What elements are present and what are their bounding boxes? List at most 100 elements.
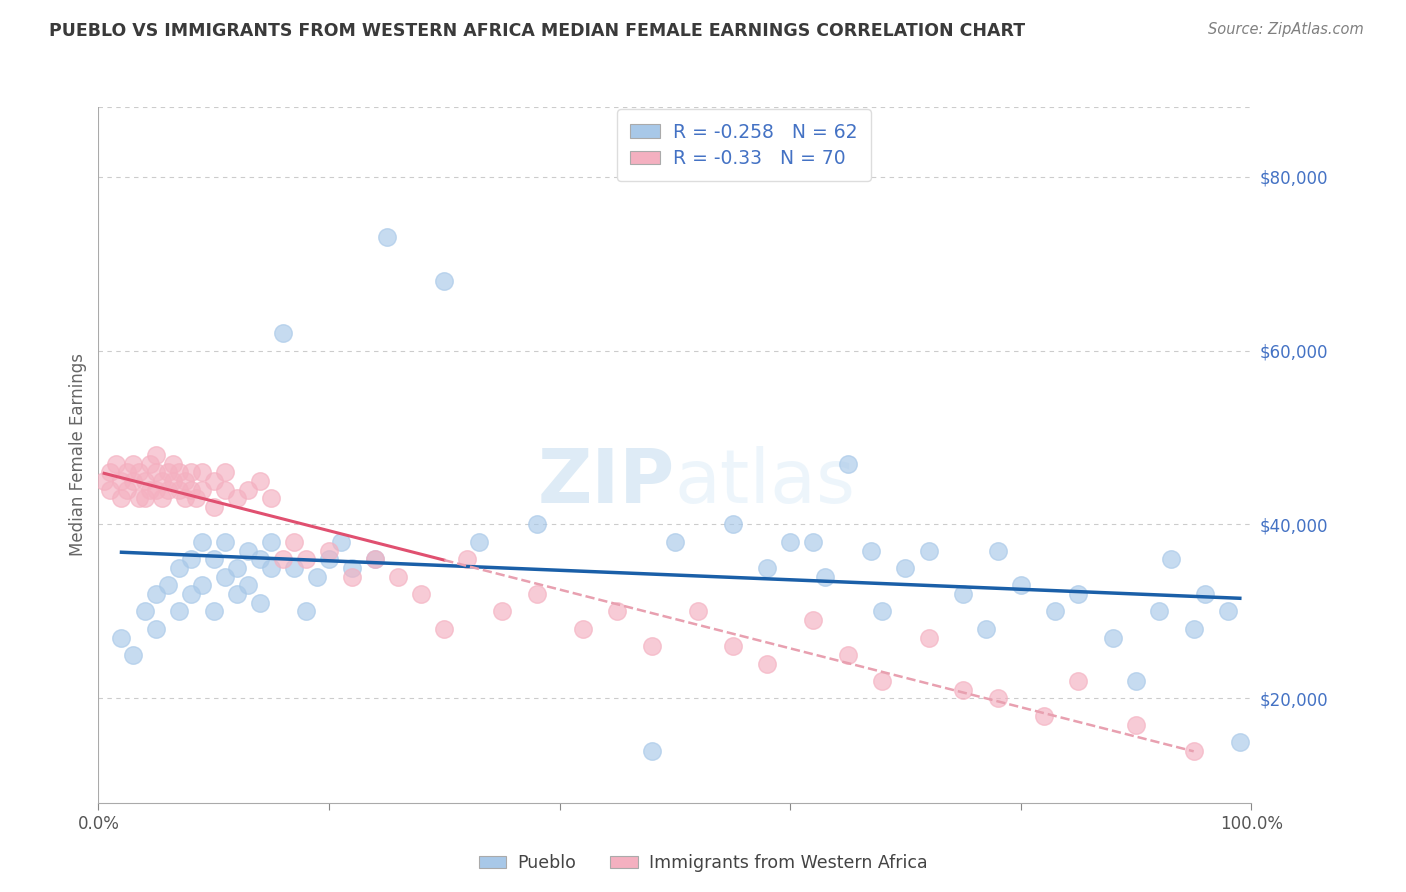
Point bbox=[167, 483, 190, 497]
Point bbox=[156, 483, 179, 497]
Point bbox=[145, 483, 167, 497]
Point bbox=[98, 466, 121, 480]
Point bbox=[156, 466, 179, 480]
Text: Source: ZipAtlas.com: Source: ZipAtlas.com bbox=[1208, 22, 1364, 37]
Point bbox=[837, 648, 859, 662]
Point bbox=[167, 466, 190, 480]
Point bbox=[364, 552, 387, 566]
Point bbox=[93, 474, 115, 488]
Point bbox=[526, 517, 548, 532]
Point bbox=[174, 491, 197, 506]
Point bbox=[1218, 605, 1240, 619]
Point bbox=[1067, 587, 1090, 601]
Text: PUEBLO VS IMMIGRANTS FROM WESTERN AFRICA MEDIAN FEMALE EARNINGS CORRELATION CHAR: PUEBLO VS IMMIGRANTS FROM WESTERN AFRICA… bbox=[49, 22, 1025, 40]
Point bbox=[249, 552, 271, 566]
Point bbox=[162, 457, 184, 471]
Point bbox=[128, 466, 150, 480]
Point bbox=[894, 561, 917, 575]
Point bbox=[974, 622, 997, 636]
Point bbox=[318, 552, 340, 566]
Legend: R = -0.258   N = 62, R = -0.33   N = 70: R = -0.258 N = 62, R = -0.33 N = 70 bbox=[617, 110, 870, 181]
Point bbox=[1182, 744, 1205, 758]
Point bbox=[167, 605, 190, 619]
Point bbox=[1125, 674, 1147, 689]
Point bbox=[872, 674, 894, 689]
Point bbox=[283, 561, 305, 575]
Point bbox=[249, 474, 271, 488]
Point bbox=[433, 274, 456, 288]
Point bbox=[174, 474, 197, 488]
Point bbox=[180, 587, 202, 601]
Point bbox=[134, 605, 156, 619]
Point bbox=[202, 605, 225, 619]
Point bbox=[1010, 578, 1032, 592]
Point bbox=[214, 466, 236, 480]
Point bbox=[779, 534, 801, 549]
Point bbox=[214, 534, 236, 549]
Point bbox=[134, 491, 156, 506]
Point bbox=[110, 491, 132, 506]
Point bbox=[721, 639, 744, 653]
Point bbox=[145, 448, 167, 462]
Point bbox=[641, 639, 664, 653]
Point bbox=[872, 605, 894, 619]
Point bbox=[987, 691, 1010, 706]
Point bbox=[283, 534, 305, 549]
Point bbox=[191, 483, 214, 497]
Point bbox=[191, 578, 214, 592]
Point bbox=[98, 483, 121, 497]
Point bbox=[307, 570, 329, 584]
Point bbox=[387, 570, 409, 584]
Point bbox=[295, 552, 318, 566]
Point bbox=[145, 466, 167, 480]
Point bbox=[238, 483, 260, 497]
Point bbox=[1160, 552, 1182, 566]
Point bbox=[214, 483, 236, 497]
Point bbox=[1067, 674, 1090, 689]
Point bbox=[271, 552, 294, 566]
Point bbox=[150, 474, 173, 488]
Point bbox=[859, 543, 882, 558]
Point bbox=[110, 474, 132, 488]
Point bbox=[952, 587, 974, 601]
Point bbox=[801, 613, 824, 627]
Point bbox=[145, 622, 167, 636]
Point bbox=[225, 561, 247, 575]
Point bbox=[117, 483, 139, 497]
Point bbox=[110, 631, 132, 645]
Point bbox=[606, 605, 628, 619]
Point bbox=[1229, 735, 1251, 749]
Point bbox=[238, 578, 260, 592]
Point bbox=[139, 483, 162, 497]
Point bbox=[167, 561, 190, 575]
Point bbox=[526, 587, 548, 601]
Point bbox=[295, 605, 318, 619]
Point bbox=[202, 552, 225, 566]
Point bbox=[756, 657, 779, 671]
Point bbox=[128, 491, 150, 506]
Point bbox=[117, 466, 139, 480]
Point bbox=[814, 570, 837, 584]
Point bbox=[145, 587, 167, 601]
Point bbox=[801, 534, 824, 549]
Point bbox=[686, 605, 709, 619]
Point bbox=[318, 543, 340, 558]
Point bbox=[917, 631, 939, 645]
Point bbox=[491, 605, 513, 619]
Point bbox=[186, 491, 208, 506]
Point bbox=[1125, 717, 1147, 731]
Point bbox=[225, 491, 247, 506]
Point bbox=[456, 552, 478, 566]
Point bbox=[641, 744, 664, 758]
Point bbox=[139, 457, 162, 471]
Point bbox=[150, 491, 173, 506]
Point bbox=[156, 578, 179, 592]
Legend: Pueblo, Immigrants from Western Africa: Pueblo, Immigrants from Western Africa bbox=[472, 847, 934, 879]
Point bbox=[122, 474, 145, 488]
Point bbox=[191, 466, 214, 480]
Point bbox=[260, 534, 283, 549]
Point bbox=[411, 587, 433, 601]
Point bbox=[122, 648, 145, 662]
Point bbox=[162, 474, 184, 488]
Point bbox=[180, 552, 202, 566]
